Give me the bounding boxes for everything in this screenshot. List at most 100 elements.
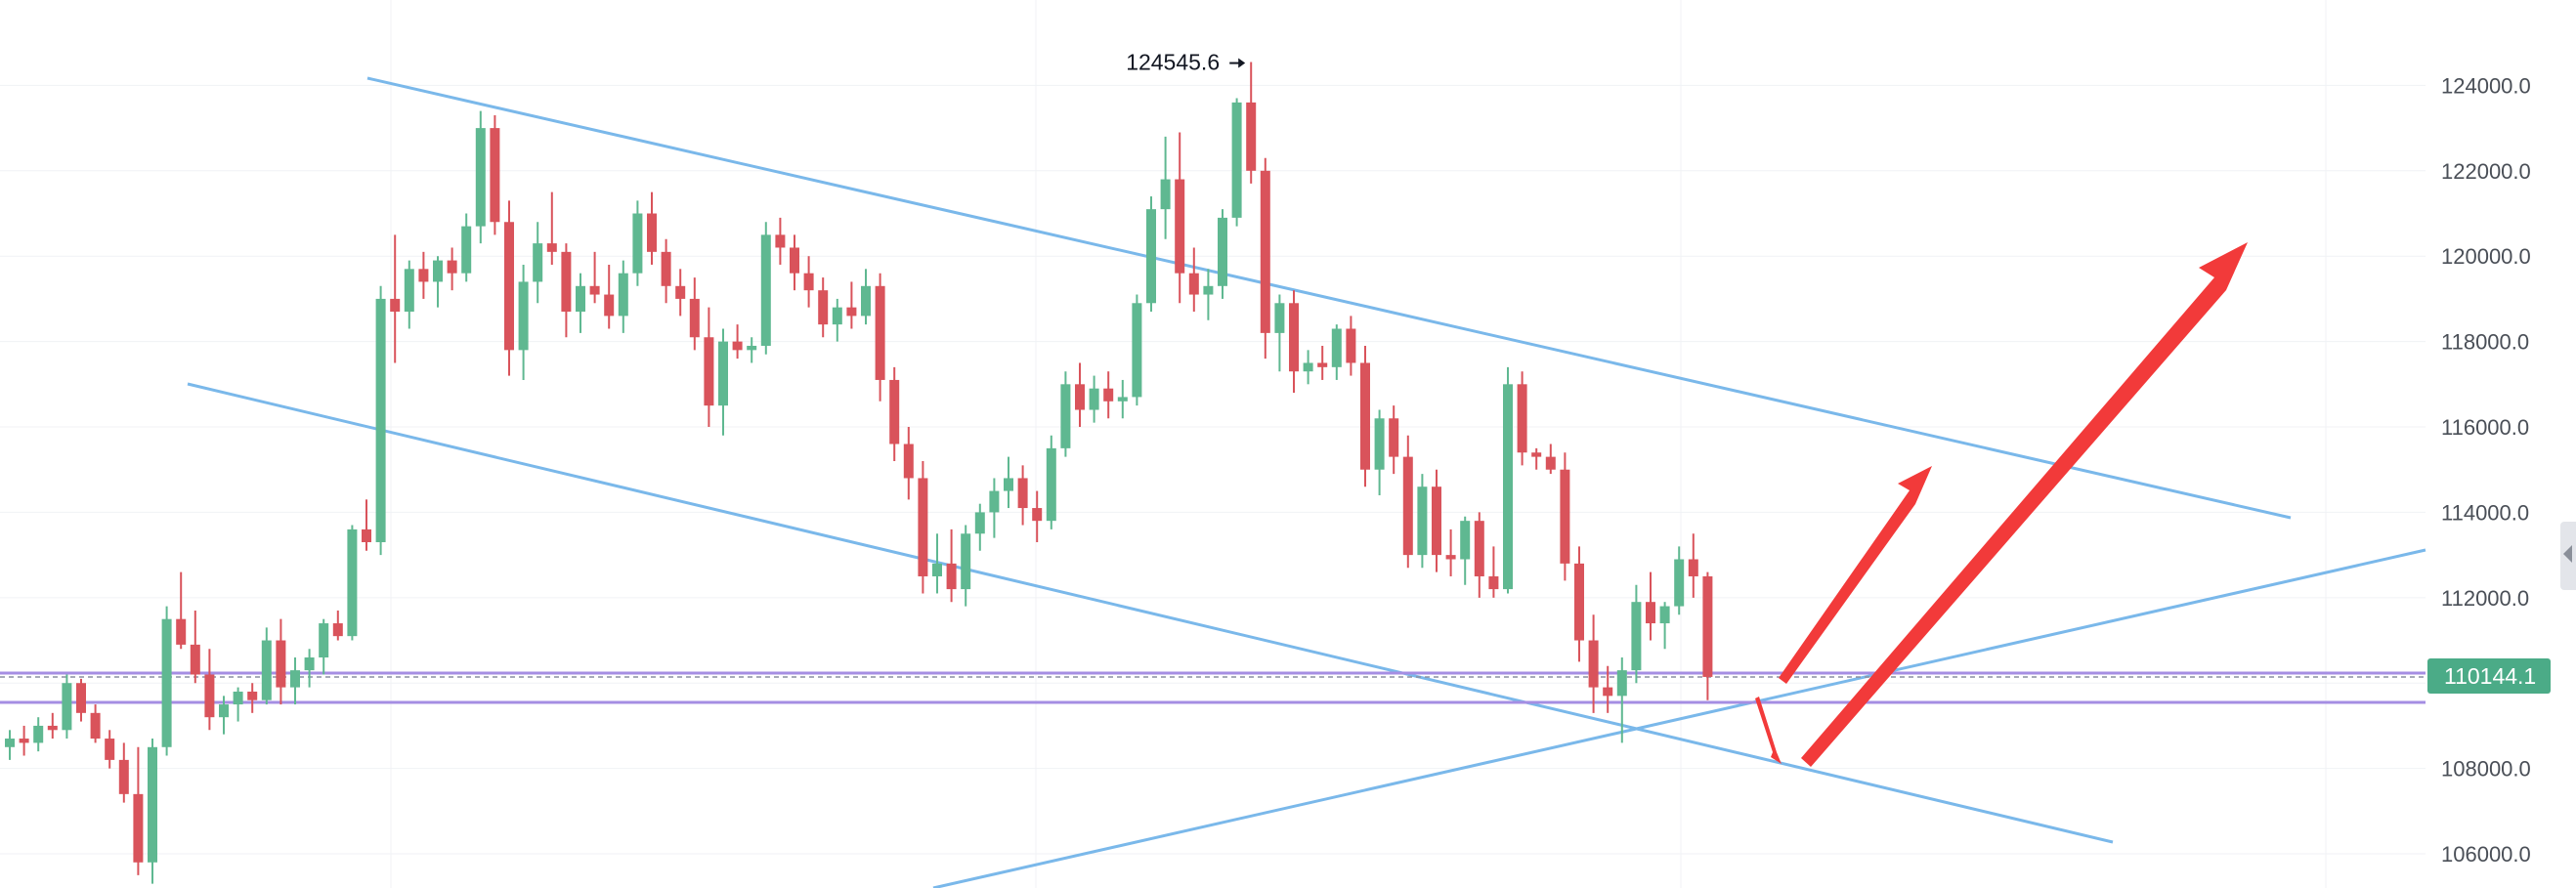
candle[interactable]: [1089, 375, 1099, 423]
candle[interactable]: [732, 324, 743, 359]
candle[interactable]: [1303, 350, 1313, 385]
candle[interactable]: [1188, 247, 1199, 313]
candle[interactable]: [861, 269, 871, 325]
candle[interactable]: [1246, 62, 1257, 184]
candle[interactable]: [1146, 196, 1156, 313]
candle[interactable]: [1503, 366, 1513, 594]
candle[interactable]: [1574, 546, 1584, 662]
candle[interactable]: [1659, 602, 1670, 650]
candle[interactable]: [233, 687, 243, 722]
channel-upper-trendline[interactable]: [366, 76, 2292, 520]
candle[interactable]: [1289, 290, 1299, 394]
candle[interactable]: [604, 264, 615, 329]
candle[interactable]: [1389, 405, 1399, 475]
candle[interactable]: [490, 114, 500, 235]
candle[interactable]: [1702, 571, 1713, 700]
candle[interactable]: [803, 256, 814, 308]
candle[interactable]: [1374, 409, 1385, 495]
candle[interactable]: [1445, 529, 1456, 576]
candle[interactable]: [1274, 294, 1285, 372]
candle[interactable]: [247, 683, 258, 713]
candle[interactable]: [276, 618, 286, 705]
candle[interactable]: [1560, 452, 1570, 581]
candle[interactable]: [689, 277, 700, 351]
candle[interactable]: [332, 610, 343, 641]
candle[interactable]: [675, 269, 686, 317]
candle[interactable]: [1346, 316, 1356, 376]
candle[interactable]: [319, 618, 329, 675]
candle[interactable]: [1488, 546, 1499, 598]
candle[interactable]: [704, 307, 714, 428]
candle[interactable]: [533, 222, 543, 304]
candle[interactable]: [90, 704, 101, 743]
candle[interactable]: [62, 674, 72, 740]
candle[interactable]: [818, 277, 829, 338]
candle[interactable]: [546, 191, 557, 265]
candle[interactable]: [390, 234, 401, 363]
small-up-arrow[interactable]: [1779, 466, 1932, 684]
candle[interactable]: [76, 678, 86, 722]
candle[interactable]: [261, 627, 272, 705]
candle[interactable]: [447, 247, 457, 291]
rising-support-trendline[interactable]: [932, 548, 2426, 888]
candle[interactable]: [347, 525, 358, 641]
candle[interactable]: [1432, 469, 1441, 572]
candle[interactable]: [1474, 512, 1484, 598]
candle[interactable]: [1616, 657, 1627, 743]
candle[interactable]: [133, 746, 144, 875]
candle[interactable]: [1646, 571, 1655, 641]
candle[interactable]: [362, 499, 371, 551]
candle[interactable]: [974, 503, 985, 551]
candle[interactable]: [418, 251, 429, 299]
candle[interactable]: [1402, 435, 1413, 569]
candle[interactable]: [661, 238, 671, 304]
candle[interactable]: [1360, 345, 1370, 487]
candle[interactable]: [760, 222, 771, 355]
candle[interactable]: [204, 649, 215, 731]
candle[interactable]: [1631, 584, 1642, 684]
candle[interactable]: [1260, 157, 1270, 359]
candle[interactable]: [775, 217, 786, 265]
candle[interactable]: [304, 649, 315, 688]
candle[interactable]: [1603, 665, 1613, 713]
candle[interactable]: [1117, 379, 1128, 419]
candle[interactable]: [1460, 516, 1471, 585]
candle[interactable]: [33, 717, 44, 752]
candle[interactable]: [475, 110, 486, 244]
candle[interactable]: [105, 730, 115, 769]
candle[interactable]: [1545, 444, 1556, 475]
candle[interactable]: [176, 571, 187, 650]
candle[interactable]: [961, 525, 971, 607]
candle[interactable]: [461, 213, 472, 282]
candle[interactable]: [576, 273, 585, 333]
candle[interactable]: [1203, 269, 1214, 320]
scroll-handle[interactable]: [2560, 522, 2576, 590]
big-up-arrow[interactable]: [1801, 242, 2248, 767]
candle[interactable]: [518, 264, 529, 380]
candle[interactable]: [875, 273, 885, 402]
channel-lower-trendline[interactable]: [187, 382, 2114, 844]
candle[interactable]: [1331, 324, 1342, 380]
candle[interactable]: [1531, 447, 1542, 470]
candle[interactable]: [161, 606, 172, 756]
candle[interactable]: [1132, 294, 1142, 406]
candle[interactable]: [1317, 345, 1328, 380]
candle[interactable]: [47, 712, 58, 740]
candle[interactable]: [889, 366, 900, 461]
candle[interactable]: [932, 533, 942, 594]
candle[interactable]: [219, 696, 229, 735]
candle[interactable]: [1231, 98, 1242, 227]
candle[interactable]: [1075, 362, 1085, 428]
candle[interactable]: [504, 200, 514, 376]
candle[interactable]: [832, 298, 842, 342]
candle[interactable]: [1588, 614, 1599, 713]
price-axis[interactable]: 124000.0 122000.0 120000.0 118000.0 116000.0…: [2427, 73, 2551, 867]
candle[interactable]: [1688, 533, 1698, 598]
candle[interactable]: [118, 742, 129, 803]
candle[interactable]: [1060, 371, 1071, 457]
candle[interactable]: [718, 328, 728, 436]
candle[interactable]: [1046, 435, 1056, 529]
candle[interactable]: [5, 730, 15, 760]
candle[interactable]: [589, 251, 600, 304]
candle[interactable]: [1004, 456, 1013, 509]
